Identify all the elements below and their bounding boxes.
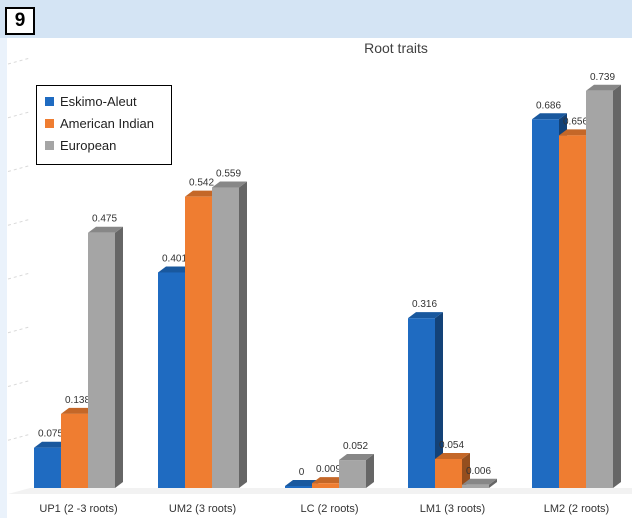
data-label-american-indian-lc-2-roots: 0.009 xyxy=(316,464,341,475)
bar-european-lm1-3-roots xyxy=(462,484,489,488)
data-label-american-indian-um2-3-roots: 0.542 xyxy=(189,178,214,189)
data-label-eskimo-aleut-lc-2-roots: 0 xyxy=(299,467,305,478)
bar-top-american-indian-up1-2-3-roots xyxy=(61,407,96,414)
bar-american-indian-lm1-3-roots xyxy=(435,458,462,488)
data-label-european-lc-2-roots: 0.052 xyxy=(343,441,368,452)
bar-side-european-um2-3-roots xyxy=(239,181,247,488)
data-label-eskimo-aleut-up1-2-3-roots: 0.075 xyxy=(38,429,63,440)
category-label-um2-3-roots: UM2 (3 roots) xyxy=(169,503,236,515)
bar-european-up1-2-3-roots xyxy=(88,232,115,488)
gridline xyxy=(7,57,31,65)
bar-side-american-indian-lm1-3-roots xyxy=(462,452,470,488)
data-label-european-um2-3-roots: 0.559 xyxy=(216,169,241,180)
chart-floor xyxy=(8,488,632,494)
data-label-eskimo-aleut-lm2-2-roots: 0.686 xyxy=(536,100,561,111)
bar-european-lm2-2-roots xyxy=(586,90,613,488)
category-label-up1-2-3-roots: UP1 (2 -3 roots) xyxy=(39,503,117,515)
legend-item-european: European xyxy=(45,134,163,156)
bar-american-indian-up1-2-3-roots xyxy=(61,413,88,488)
bar-top-eskimo-aleut-lm2-2-roots xyxy=(532,113,567,120)
bar-top-american-indian-lc-2-roots xyxy=(312,477,347,484)
bar-side-european-lc-2-roots xyxy=(366,454,374,488)
bar-top-american-indian-um2-3-roots xyxy=(185,190,220,197)
bar-top-european-up1-2-3-roots xyxy=(88,226,123,233)
bar-top-european-um2-3-roots xyxy=(212,181,247,188)
category-label-lm2-2-roots: LM2 (2 roots) xyxy=(544,503,609,515)
bar-side-eskimo-aleut-lm1-3-roots xyxy=(435,312,443,488)
bar-top-european-lm1-3-roots xyxy=(462,478,497,485)
bar-top-eskimo-aleut-lm1-3-roots xyxy=(408,312,443,319)
bar-top-european-lc-2-roots xyxy=(339,454,374,461)
bar-top-eskimo-aleut-um2-3-roots xyxy=(158,266,193,273)
bar-american-indian-lc-2-roots xyxy=(312,483,339,488)
legend-label-european: European xyxy=(60,137,117,153)
data-label-european-lm1-3-roots: 0.006 xyxy=(466,466,491,477)
data-label-american-indian-up1-2-3-roots: 0.138 xyxy=(65,395,90,406)
bar-top-european-lm2-2-roots xyxy=(586,84,621,91)
bar-eskimo-aleut-lm2-2-roots xyxy=(532,119,559,489)
legend: Eskimo-Aleut American Indian European xyxy=(36,85,172,165)
gridline xyxy=(7,165,31,172)
bar-top-eskimo-aleut-up1-2-3-roots xyxy=(34,441,69,448)
category-label-lm1-3-roots: LM1 (3 roots) xyxy=(420,503,485,515)
gridline xyxy=(7,326,31,334)
header-band xyxy=(0,0,632,38)
bar-side-european-up1-2-3-roots xyxy=(115,226,123,488)
bar-eskimo-aleut-up1-2-3-roots xyxy=(34,447,61,488)
bar-eskimo-aleut-lc-2-roots xyxy=(285,486,312,488)
bar-european-lc-2-roots xyxy=(339,460,366,488)
bar-top-eskimo-aleut-lc-2-roots xyxy=(285,480,320,486)
chart-title: Root traits xyxy=(364,40,428,56)
bar-eskimo-aleut-um2-3-roots xyxy=(158,272,185,488)
legend-swatch-european xyxy=(45,140,54,150)
legend-label-eskimo-aleut: Eskimo-Aleut xyxy=(60,93,137,109)
legend-swatch-eskimo-aleut xyxy=(45,96,54,106)
legend-swatch-american-indian xyxy=(45,118,54,128)
bar-side-european-lm1-3-roots xyxy=(489,478,497,488)
gridline xyxy=(7,218,31,226)
bar-european-um2-3-roots xyxy=(212,187,239,488)
figure-number-badge: 9 xyxy=(5,7,35,35)
gridline xyxy=(7,380,31,387)
gridline xyxy=(7,111,31,119)
data-label-eskimo-aleut-um2-3-roots: 0.401 xyxy=(162,253,187,264)
legend-item-american-indian: American Indian xyxy=(45,112,163,134)
bar-american-indian-um2-3-roots xyxy=(185,196,212,489)
gridline xyxy=(7,433,31,441)
bar-side-european-lm2-2-roots xyxy=(613,84,621,488)
legend-item-eskimo-aleut: Eskimo-Aleut xyxy=(45,90,163,112)
gridline xyxy=(7,272,31,280)
data-label-european-up1-2-3-roots: 0.475 xyxy=(92,214,117,225)
legend-label-american-indian: American Indian xyxy=(60,115,154,131)
bar-american-indian-lm2-2-roots xyxy=(559,135,586,488)
data-label-european-lm2-2-roots: 0.739 xyxy=(590,72,615,83)
bar-eskimo-aleut-lm1-3-roots xyxy=(408,318,435,488)
data-label-american-indian-lm2-2-roots: 0.656 xyxy=(563,116,588,127)
data-label-eskimo-aleut-lm1-3-roots: 0.316 xyxy=(412,299,437,310)
data-label-american-indian-lm1-3-roots: 0.054 xyxy=(439,440,464,451)
category-label-lc-2-roots: LC (2 roots) xyxy=(300,503,358,515)
bar-top-american-indian-lm2-2-roots xyxy=(559,129,594,136)
bar-top-american-indian-lm1-3-roots xyxy=(435,452,470,459)
